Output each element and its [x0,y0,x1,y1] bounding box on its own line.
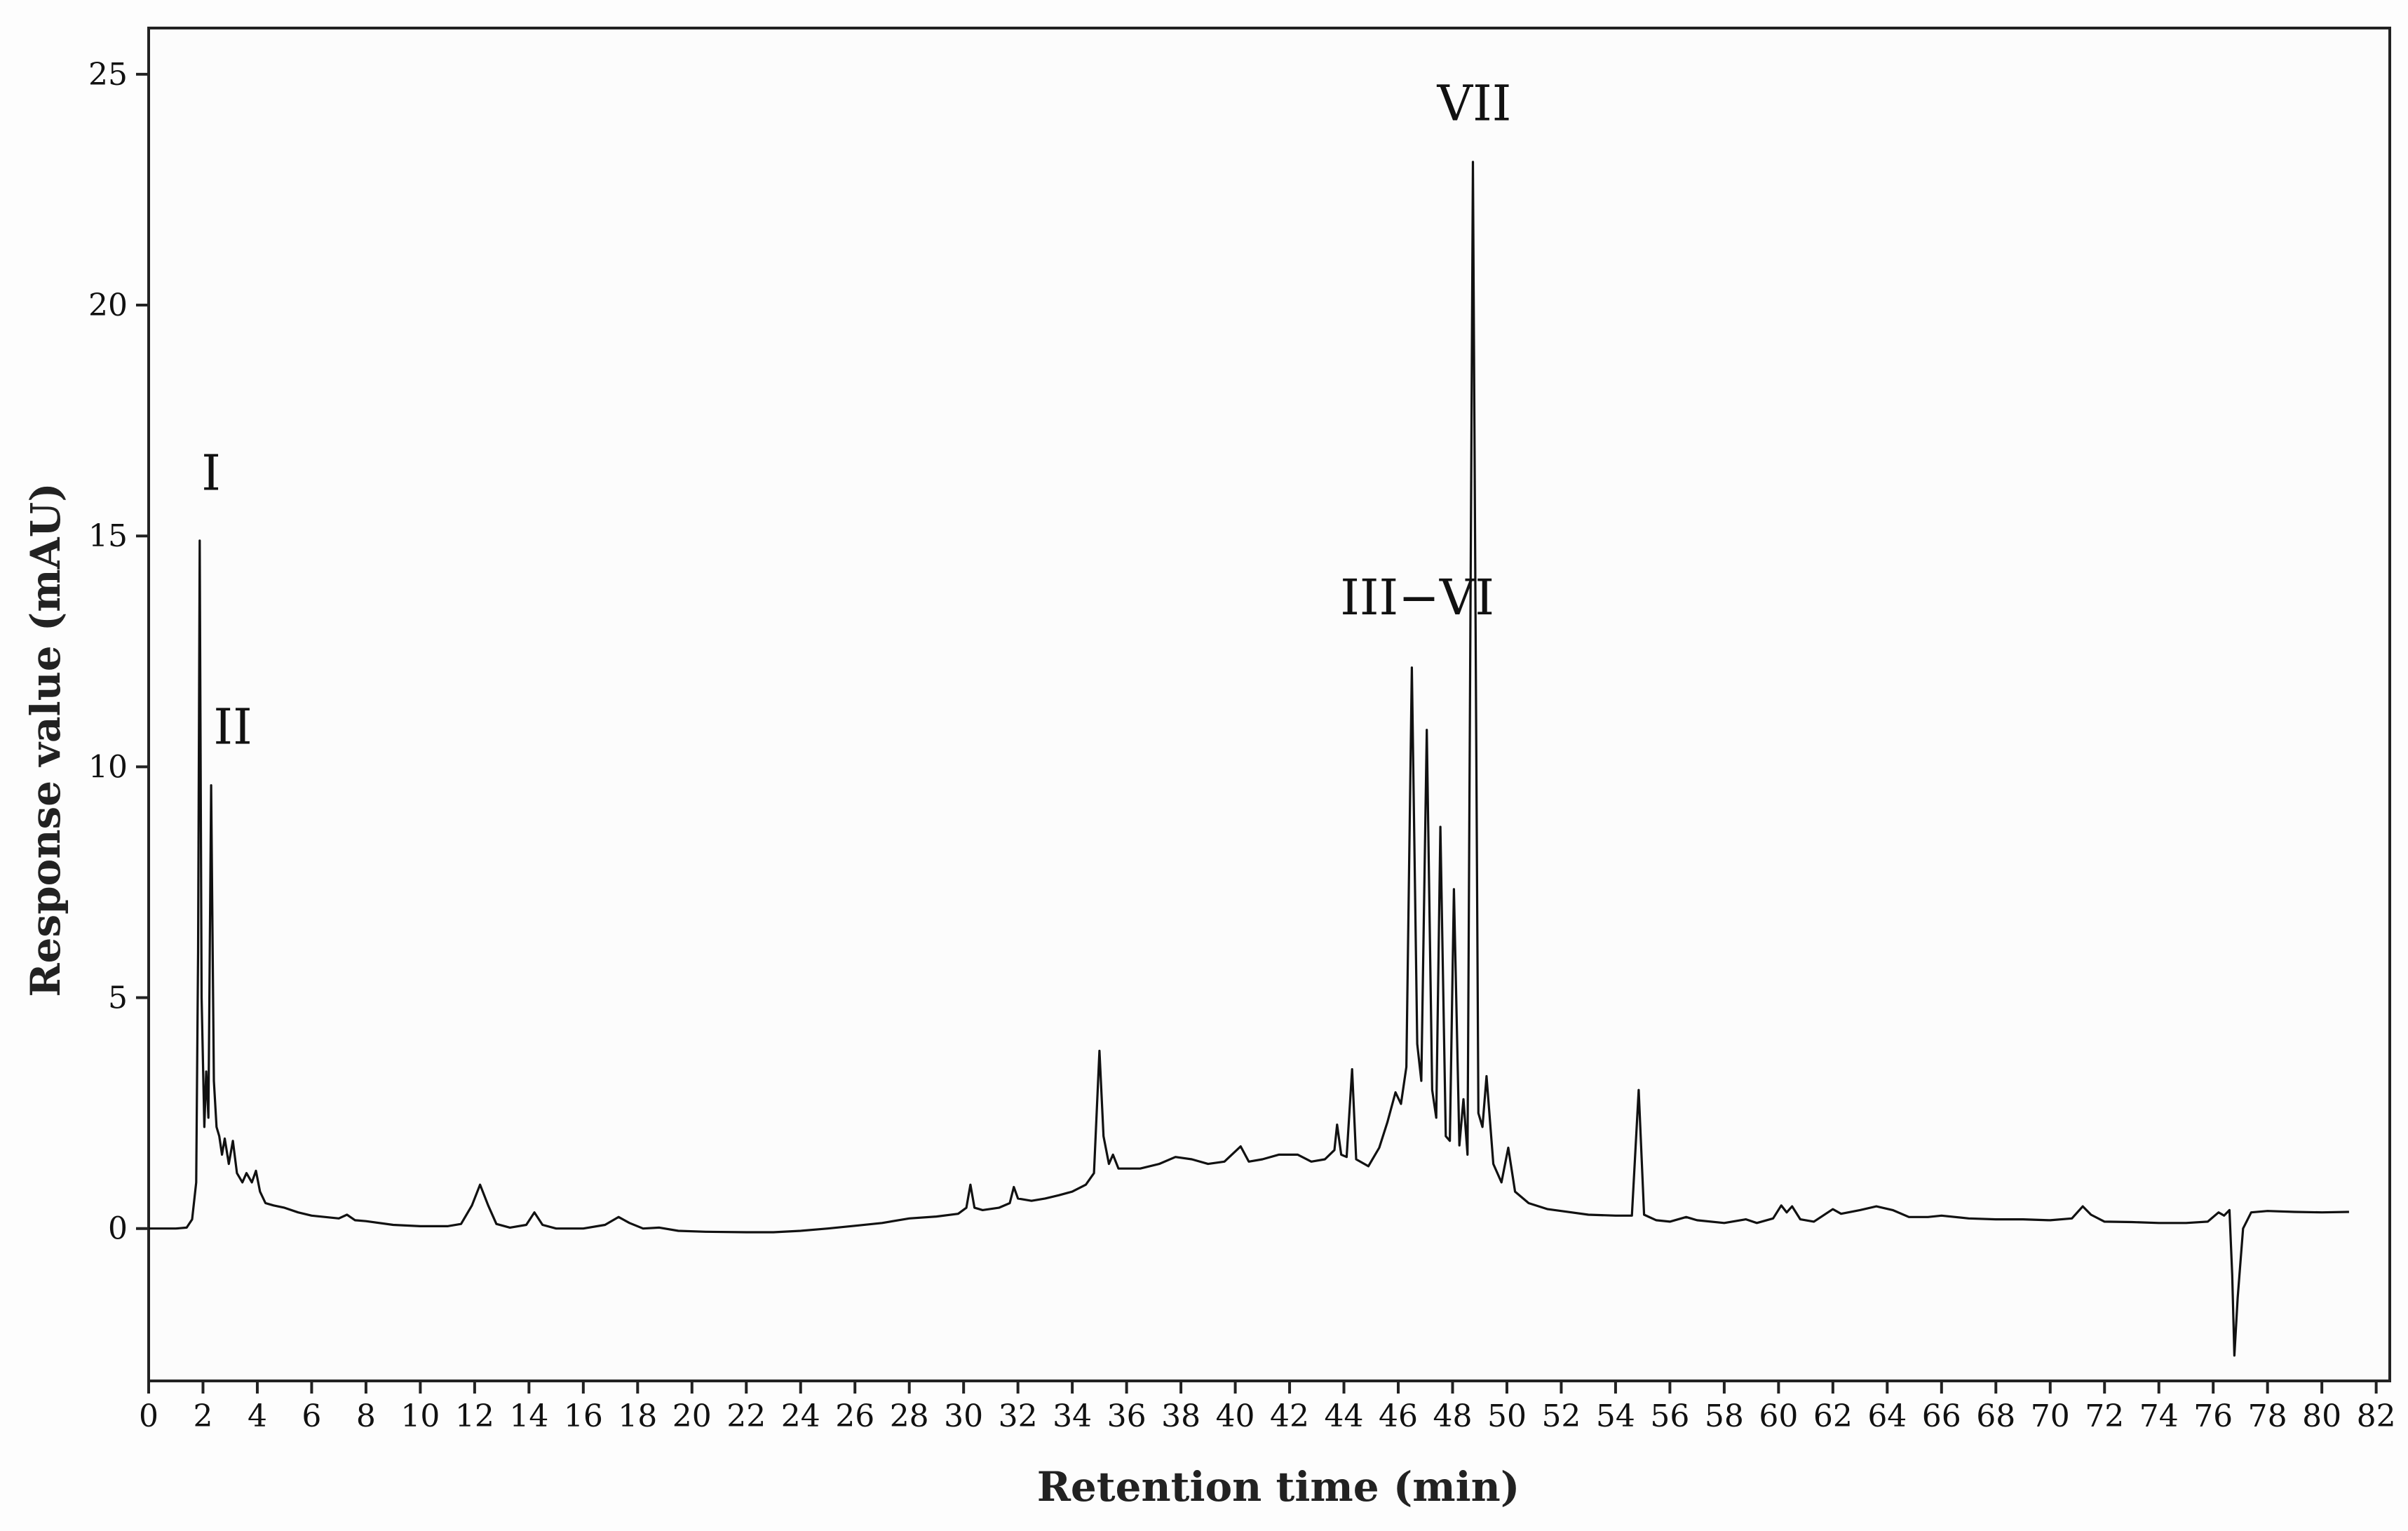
x-tick-label: 6 [302,1398,321,1434]
x-tick-label: 10 [400,1398,440,1434]
y-tick-label: 25 [88,57,128,93]
x-tick-label: 60 [1759,1398,1798,1434]
x-tick-label: 26 [835,1398,874,1434]
x-tick-label: 56 [1650,1398,1689,1434]
x-tick-label: 8 [356,1398,376,1434]
x-tick-label: 30 [944,1398,983,1434]
x-tick-label: 52 [1541,1398,1581,1434]
x-tick-label: 4 [248,1398,267,1434]
x-tick-label: 16 [564,1398,603,1434]
peak-label: II [213,698,252,755]
x-tick-label: 18 [618,1398,657,1434]
y-axis: 0 5 10 15 20 25 [88,57,149,1247]
x-tick-label: 46 [1379,1398,1418,1434]
x-tick-label: 38 [1161,1398,1200,1434]
x-tick-label: 78 [2248,1398,2287,1434]
chromatogram-trace [149,161,2349,1357]
peak-label: I [201,444,221,501]
y-tick-label: 15 [88,518,128,554]
x-tick-label: 28 [890,1398,929,1434]
x-tick-label: 72 [2085,1398,2124,1434]
x-tick-label: 64 [1867,1398,1907,1434]
x-tick-label: 34 [1053,1398,1092,1434]
x-tick-label: 12 [455,1398,494,1434]
peak-label: III−VI [1340,569,1494,626]
y-tick-label: 5 [108,980,128,1016]
x-tick-label: 42 [1270,1398,1309,1434]
x-tick-label: 22 [726,1398,766,1434]
x-axis: 0 2 4 6 8 10 12 14 16 18 20 22 24 26 28 30 32 34 36 38 40 42 4… [139,1381,2396,1434]
x-tick-label: 62 [1813,1398,1853,1434]
x-tick-label: 54 [1596,1398,1635,1434]
x-axis-title: Retention time (min) [1037,1463,1520,1511]
x-tick-label: 66 [1922,1398,1961,1434]
y-tick-label: 10 [88,749,128,785]
x-tick-label: 48 [1433,1398,1472,1434]
x-tick-label: 58 [1705,1398,1744,1434]
x-tick-label: 24 [781,1398,820,1434]
plot-area-frame [147,27,2391,1382]
x-tick-label: 82 [2357,1398,2396,1434]
x-tick-label: 32 [999,1398,1038,1434]
y-axis-title: Response value (mAU) [22,483,69,997]
y-tick-label: 0 [108,1211,128,1247]
x-tick-label: 44 [1325,1398,1364,1434]
x-tick-label: 76 [2193,1398,2233,1434]
x-tick-label: 36 [1107,1398,1146,1434]
x-tick-label: 68 [1976,1398,2015,1434]
x-tick-label: 50 [1487,1398,1527,1434]
x-tick-label: 70 [2031,1398,2070,1434]
y-tick-label: 20 [88,288,128,323]
x-tick-label: 74 [2139,1398,2179,1434]
x-tick-label: 40 [1216,1398,1255,1434]
x-tick-label: 0 [139,1398,158,1434]
x-tick-label: 2 [193,1398,212,1434]
x-tick-label: 14 [509,1398,548,1434]
x-tick-label: 80 [2302,1398,2341,1434]
x-tick-label: 20 [672,1398,712,1434]
peak-label: VII [1437,75,1512,133]
